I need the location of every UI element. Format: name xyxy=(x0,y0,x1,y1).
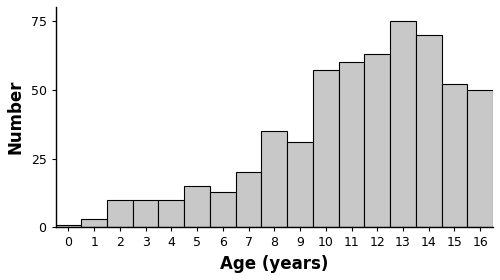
Bar xyxy=(364,54,390,227)
Bar xyxy=(132,200,158,227)
Bar xyxy=(236,172,262,227)
Bar xyxy=(56,225,82,227)
Bar xyxy=(158,200,184,227)
Bar xyxy=(184,186,210,227)
Bar xyxy=(390,21,416,227)
Bar xyxy=(107,200,132,227)
Bar xyxy=(262,131,287,227)
Y-axis label: Number: Number xyxy=(7,80,25,155)
Bar xyxy=(313,70,338,227)
Bar xyxy=(210,192,236,227)
Bar xyxy=(338,62,364,227)
Bar xyxy=(287,142,313,227)
X-axis label: Age (years): Age (years) xyxy=(220,255,328,273)
Bar xyxy=(82,219,107,227)
Bar xyxy=(442,84,468,227)
Bar xyxy=(416,34,442,227)
Bar xyxy=(468,90,493,227)
